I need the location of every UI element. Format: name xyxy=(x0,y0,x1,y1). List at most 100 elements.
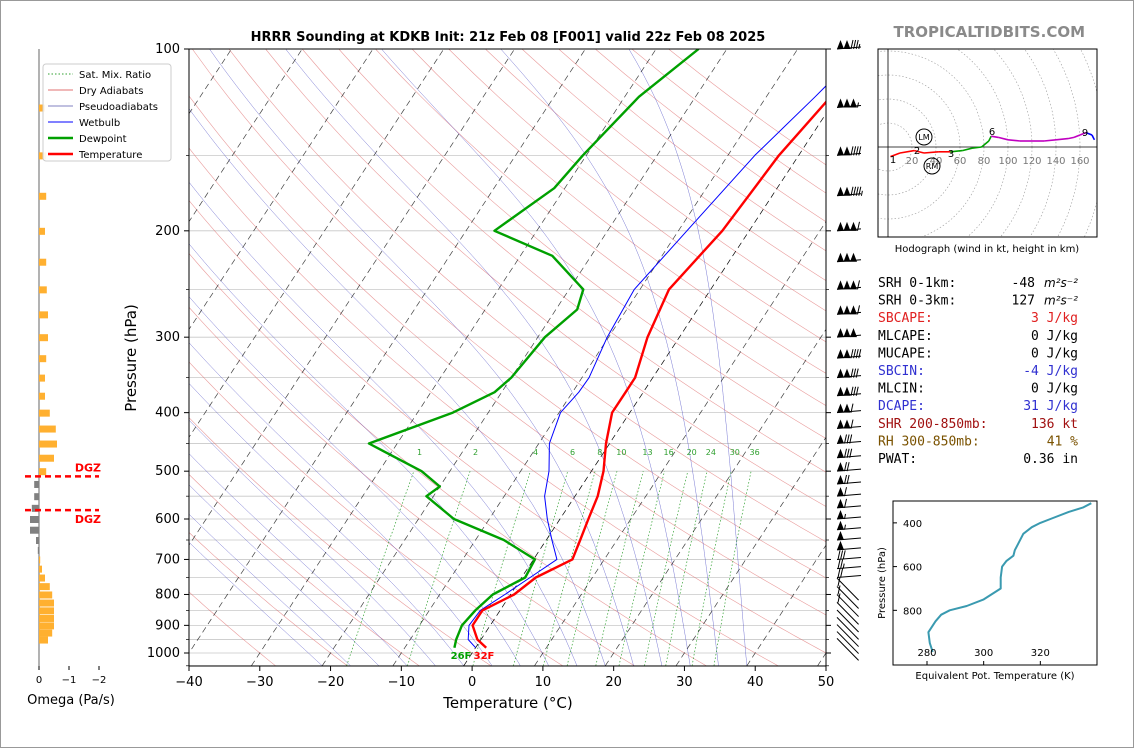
omega-bar xyxy=(39,392,45,400)
wind-barb xyxy=(836,434,862,445)
barb-flag xyxy=(837,487,844,497)
omega-bar xyxy=(39,334,48,342)
barb-staff xyxy=(836,594,859,617)
barb-full xyxy=(855,39,859,50)
index-label: DCAPE: xyxy=(878,399,925,414)
barb-staff xyxy=(836,631,859,654)
wind-barb xyxy=(836,593,859,617)
indices-table: SRH 0-1km: -48 m²s⁻² SRH 0-3km: 127 m²s⁻² SBCA… xyxy=(878,276,1078,467)
mixing-ratio-line xyxy=(472,471,531,666)
index-unit: m²s⁻² xyxy=(1044,276,1078,290)
mixing-ratio-label: 4 xyxy=(533,448,538,457)
wind-barb xyxy=(836,609,859,633)
omega-panel: DGZ DGZ 0 −1 −2 Omega (Pa/s) xyxy=(25,49,115,708)
barb-flag xyxy=(843,221,851,231)
barb-flag xyxy=(850,221,857,231)
barb-full xyxy=(837,585,841,595)
x-tick-label: −20 xyxy=(317,675,344,690)
barb-full xyxy=(853,386,857,396)
omega-bar xyxy=(30,526,39,534)
barb-full xyxy=(858,349,862,359)
barb-staff xyxy=(836,586,859,609)
hodograph-panel: 20 40 60 80 100 120 140 160 1 2 3 6 9 LM RM Hodograph … xyxy=(877,48,1098,255)
theta-e-frame xyxy=(892,500,1098,666)
theta-e-y-tick-label: 600 xyxy=(903,563,922,574)
wind-barb xyxy=(836,540,862,551)
barb-flag xyxy=(837,462,844,472)
dry-adiabat xyxy=(189,147,826,654)
omega-bar xyxy=(39,409,50,417)
dry-adiabat xyxy=(189,252,707,666)
y-tick-label: 700 xyxy=(155,552,180,567)
mixing-ratio-label: 36 xyxy=(750,448,760,457)
omega-bar xyxy=(39,425,56,433)
pseudoadiabat xyxy=(189,513,351,666)
hodograph-marker-ring xyxy=(923,157,941,175)
legend-label: Sat. Mix. Ratio xyxy=(79,70,151,81)
hodograph-trace xyxy=(890,131,1096,158)
index-label: MLCIN: xyxy=(878,382,925,397)
legend-label: Wetbulb xyxy=(79,118,120,129)
barb-flag xyxy=(837,280,844,290)
barb-flag xyxy=(843,40,851,49)
wind-barb xyxy=(836,487,862,497)
isotherm-line xyxy=(189,49,515,546)
barb-flag xyxy=(837,221,844,231)
isotherm-line xyxy=(189,49,445,438)
dry-adiabat xyxy=(189,199,779,666)
wind-barb xyxy=(836,462,862,472)
skewt-xlabel: Temperature (°C) xyxy=(442,694,572,712)
omega-bar xyxy=(30,516,39,524)
omega-bar xyxy=(39,629,53,637)
dry-adiabat xyxy=(375,49,826,406)
omega-bar xyxy=(39,104,45,112)
mixing-ratio-line xyxy=(566,471,618,666)
isotherm-line xyxy=(189,49,374,331)
barb-flag xyxy=(843,386,851,396)
skewt-legend: Sat. Mix. Ratio Dry Adiabats Pseudoadiabat… xyxy=(42,63,172,162)
theta-e-ticks: 280 300 320 400 600 800 xyxy=(893,519,1050,665)
barb-flag xyxy=(837,368,844,378)
index-label: SHR 200-850mb: xyxy=(878,417,988,432)
dry-adiabat xyxy=(228,49,826,543)
mixing-ratio-label: 6 xyxy=(570,448,575,457)
index-unit: m²s⁻² xyxy=(1044,294,1078,308)
barb-full xyxy=(857,305,860,315)
barb-full xyxy=(837,568,841,578)
barb-flag xyxy=(850,280,857,290)
index-value: 3 J/kg xyxy=(1031,311,1078,326)
hodograph-ring-label: 160 xyxy=(1070,156,1089,167)
hodograph-caption: Hodograph (wind in kt, height in km) xyxy=(895,244,1080,255)
dry-adiabat xyxy=(411,49,826,374)
theta-e-panel: 280 300 320 400 600 800 Equivalent Pot. Tempe… xyxy=(877,500,1098,682)
y-tick-label: 600 xyxy=(155,512,180,527)
barb-full xyxy=(850,368,854,378)
barb-full xyxy=(850,386,854,396)
chart-title: HRRR Sounding at KDKB Init: 21z Feb 08 [… xyxy=(251,30,766,45)
sounding-series xyxy=(367,49,826,649)
barb-flag xyxy=(837,305,844,315)
index-value: 31 J/kg xyxy=(1023,399,1078,414)
dry-adiabats xyxy=(189,49,826,666)
barb-half xyxy=(858,43,861,50)
mixing-ratio-label: 1 xyxy=(417,448,422,457)
surface-dewpoint-label: 26F xyxy=(451,651,472,662)
barb-flag xyxy=(837,146,844,156)
hodograph-segment xyxy=(962,147,973,152)
mixing-ratio-line xyxy=(407,471,471,666)
barb-half xyxy=(857,102,859,108)
hodograph-segment xyxy=(991,135,999,139)
index-label: PWAT: xyxy=(878,452,917,467)
barb-full xyxy=(837,559,841,569)
mixing-ratio-label: 16 xyxy=(664,448,674,457)
mixing-ratio-line xyxy=(618,471,665,666)
barb-full xyxy=(855,349,859,359)
pseudoadiabat xyxy=(189,453,408,666)
x-tick-label: 40 xyxy=(747,675,764,690)
mixing-ratio-line xyxy=(691,471,732,666)
mixing-ratio-lines xyxy=(346,471,752,666)
barb-full xyxy=(846,474,850,485)
hodograph-marker-label: RM xyxy=(926,162,939,171)
